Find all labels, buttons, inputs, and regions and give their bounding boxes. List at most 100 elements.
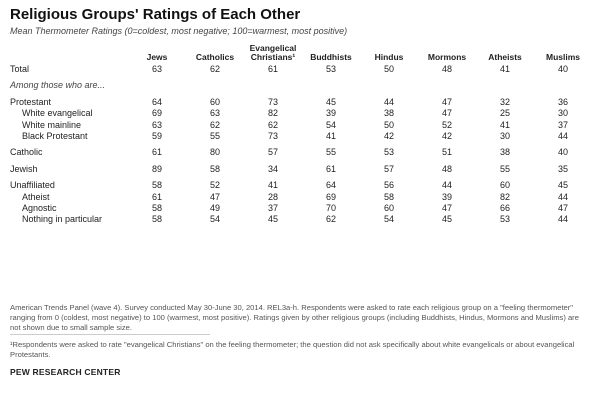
rating-cell: 44 (441, 180, 452, 191)
table-row: Catholic 61 80 57 55 53 51 38 40 (8, 147, 592, 158)
row-label: Protestant (10, 96, 52, 107)
rating-cell: 41 (499, 119, 510, 130)
table-row: Unaffiliated 58 52 41 64 56 44 60 45 (8, 180, 592, 191)
rating-cell: 59 (151, 131, 162, 142)
rating-cell: 47 (209, 191, 220, 202)
rating-cell: 51 (441, 147, 452, 158)
table-row: Protestant 64 60 73 45 44 47 32 36 (8, 97, 592, 108)
rating-cell: 54 (209, 214, 220, 225)
rating-cell: 89 (151, 163, 162, 174)
rating-cell: 41 (499, 64, 510, 74)
rating-cell: 47 (441, 108, 452, 119)
rating-cell: 58 (209, 163, 220, 174)
row-label: Agnostic (22, 203, 57, 214)
rating-cell: 70 (325, 203, 336, 214)
page-title: Religious Groups' Ratings of Each Other (10, 6, 301, 23)
rating-cell: 62 (209, 119, 220, 130)
rating-cell: 44 (557, 131, 568, 142)
rating-cell: 53 (383, 147, 394, 158)
rating-cell: 54 (325, 119, 336, 130)
rating-cell: 64 (151, 96, 162, 107)
rating-cell: 49 (209, 203, 220, 214)
rating-cell: 45 (441, 214, 452, 225)
rating-cell: 73 (267, 96, 278, 107)
rating-cell: 60 (499, 180, 510, 191)
rating-cell: 69 (325, 191, 336, 202)
row-label: White evangelical (22, 108, 93, 119)
rating-cell: 45 (325, 96, 336, 107)
table-row: Total 63 62 61 53 50 48 41 40 (8, 64, 592, 75)
rating-cell: 64 (325, 180, 336, 191)
rating-cell: 40 (557, 147, 568, 158)
column-header: Mormons (427, 52, 467, 62)
rating-cell: 39 (441, 191, 452, 202)
column-header: Muslims (545, 52, 580, 62)
rating-cell: 66 (499, 203, 510, 214)
rating-cell: 44 (557, 214, 568, 225)
rating-cell: 54 (383, 214, 394, 225)
row-label: Jewish (10, 163, 38, 174)
rating-cell: 42 (441, 131, 452, 142)
rating-cell: 82 (499, 191, 510, 202)
rating-cell: 82 (267, 108, 278, 119)
rating-cell: 45 (267, 214, 278, 225)
row-label: Nothing in particular (22, 214, 103, 225)
rating-cell: 62 (325, 214, 336, 225)
rating-cell: 57 (383, 163, 394, 174)
rating-cell: 47 (441, 203, 452, 214)
rating-cell: 42 (383, 131, 394, 142)
rating-cell: 48 (441, 163, 452, 174)
rating-cell: 60 (209, 96, 220, 107)
rating-cell: 37 (267, 203, 278, 214)
rating-cell: 63 (151, 64, 162, 74)
rating-cell: 47 (441, 96, 452, 107)
rating-cell: 58 (383, 191, 394, 202)
rating-cell: 28 (267, 191, 278, 202)
row-label: Unaffiliated (10, 180, 55, 191)
table-row: White evangelical 69 63 82 39 38 47 25 30 (8, 108, 592, 119)
row-label: White mainline (22, 119, 82, 130)
rating-cell: 50 (383, 64, 394, 74)
method-note: American Trends Panel (wave 4). Survey c… (10, 303, 579, 332)
rating-cell: 61 (267, 64, 278, 74)
rating-cell: 58 (151, 180, 162, 191)
rating-cell: 61 (151, 191, 162, 202)
footnote: ¹Respondents were asked to rate "evangel… (10, 340, 575, 359)
rating-cell: 34 (267, 163, 278, 174)
rating-cell: 63 (209, 108, 220, 119)
table-row: Agnostic 58 49 37 70 60 47 66 47 (8, 203, 592, 214)
rating-cell: 38 (499, 147, 510, 158)
column-header: Catholics (195, 52, 235, 62)
rating-cell: 25 (499, 108, 510, 119)
rating-cell: 30 (557, 108, 568, 119)
rating-cell: 44 (557, 191, 568, 202)
rating-cell: 50 (383, 119, 394, 130)
table-row: Nothing in particular 58 54 45 62 54 45 53 44 (8, 214, 592, 225)
rating-cell: 60 (383, 203, 394, 214)
page-subtitle: Mean Thermometer Ratings (0=coldest, mos… (10, 26, 348, 36)
rating-cell: 41 (325, 131, 336, 142)
rating-cell: 80 (209, 147, 220, 158)
table-row: Atheist 61 47 28 69 58 39 82 44 (8, 192, 592, 203)
rating-cell: 30 (499, 131, 510, 142)
rating-cell: 52 (209, 180, 220, 191)
column-header: Jews (146, 52, 168, 62)
rating-cell: 44 (383, 96, 394, 107)
column-header: Buddhists (310, 52, 352, 62)
table-header: Jews Catholics Evangelical Christians¹ Budd… (8, 44, 592, 64)
rating-cell: 61 (151, 147, 162, 158)
rating-cell: 57 (267, 147, 278, 158)
rating-cell: 55 (325, 147, 336, 158)
rating-cell: 52 (441, 119, 452, 130)
rating-cell: 53 (499, 214, 510, 225)
section-label: Among those who are... (10, 80, 106, 91)
rating-cell: 55 (209, 131, 220, 142)
header-row: Jews Catholics Evangelical Christians¹ Budd… (8, 44, 592, 64)
rating-cell: 32 (499, 96, 510, 107)
rating-cell: 45 (557, 180, 568, 191)
table-body: Total 63 62 61 53 50 48 41 40 Among those who are… (8, 64, 592, 226)
row-label: Black Protestant (22, 131, 88, 142)
row-label: Total (10, 64, 30, 74)
rating-cell: 58 (151, 214, 162, 225)
